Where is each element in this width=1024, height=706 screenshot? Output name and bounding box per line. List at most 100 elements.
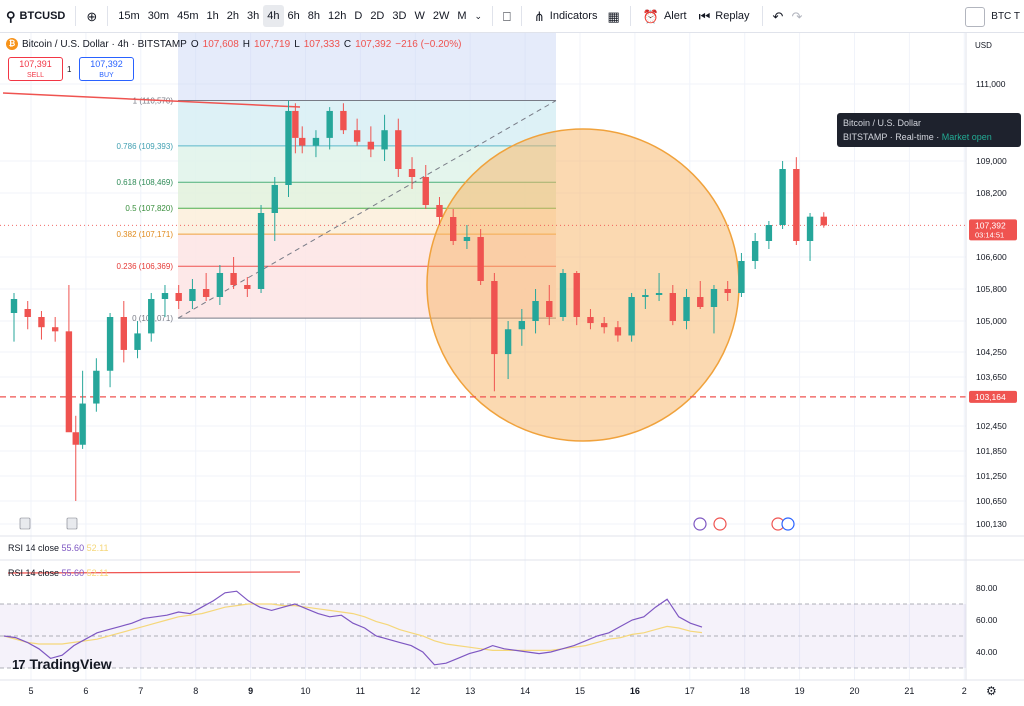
- interval-m[interactable]: M: [457, 10, 467, 22]
- interval-d[interactable]: D: [354, 10, 363, 22]
- time-tick-label: 13: [465, 686, 475, 696]
- chevron-down-icon: ⌄: [474, 10, 483, 21]
- rsi-tick-label: 40.00: [976, 647, 998, 657]
- event-marker-icon[interactable]: [66, 517, 78, 530]
- candle: [559, 269, 567, 321]
- candle-body: [161, 293, 169, 299]
- candle-body: [395, 130, 402, 169]
- candle-body: [312, 137, 320, 146]
- candle-body: [285, 110, 292, 185]
- candle: [793, 157, 800, 245]
- change-value: −216 (−0.20%): [395, 38, 462, 50]
- time-tick-label: 20: [849, 686, 859, 696]
- chart-canvas[interactable]: 1 (110,570) 0.786 (109,393) 0.618 (108,469…: [0, 33, 1024, 706]
- fib-anchor-line[interactable]: [177, 100, 557, 319]
- time-tick-label: 11: [356, 686, 365, 696]
- interval-1h[interactable]: 1h: [206, 10, 219, 22]
- buy-price: 107,392: [90, 59, 123, 69]
- undo-button[interactable]: ↶: [769, 5, 788, 27]
- candle-body: [806, 216, 814, 241]
- interval-8h[interactable]: 8h: [307, 10, 320, 22]
- time-tick-label: 6: [83, 686, 88, 696]
- redo-button[interactable]: ↷: [787, 5, 806, 27]
- price-tick-label: 105,000: [976, 316, 1007, 326]
- candle-body: [340, 110, 347, 131]
- candle-body: [710, 289, 718, 307]
- sell-button[interactable]: 107,391 SELL: [8, 57, 63, 81]
- highlight-circle[interactable]: [426, 128, 740, 442]
- rsi-legend[interactable]: RSI 14 close 55.60 52.11: [8, 568, 108, 578]
- currency-label: USD: [975, 41, 992, 50]
- redo-icon: ↷: [791, 8, 803, 24]
- compare-button[interactable]: ⊕: [82, 5, 101, 27]
- candle: [642, 289, 649, 309]
- tooltip-exchange: BITSTAMP: [843, 132, 888, 142]
- candle-body: [600, 323, 608, 328]
- candle: [395, 118, 402, 177]
- indicators-button[interactable]: ⋔ Indicators: [528, 5, 604, 27]
- interval-2w[interactable]: 2W: [432, 10, 450, 22]
- candle-body: [38, 317, 45, 328]
- fib-level-label: 0.236 (106,369): [117, 262, 174, 271]
- avatar[interactable]: [965, 6, 986, 27]
- chart-type-button[interactable]: ⎕: [499, 5, 515, 27]
- candle-body: [271, 185, 278, 213]
- candle: [340, 103, 347, 135]
- candle: [312, 130, 320, 158]
- candle: [463, 225, 471, 249]
- right-symbol-label: BTC T: [991, 11, 1020, 22]
- interval-2h[interactable]: 2h: [226, 10, 239, 22]
- candle: [72, 415, 79, 501]
- candle-body: [353, 130, 361, 142]
- interval-dropdown[interactable]: ⌄: [471, 5, 487, 27]
- interval-3h[interactable]: 3h: [247, 10, 260, 22]
- symbol-search-button[interactable]: ⚲ BTCUSD: [0, 5, 69, 27]
- symbol-label: BTCUSD: [19, 10, 66, 22]
- tradingview-logo[interactable]: 17 TradingView: [12, 656, 112, 672]
- alert-button[interactable]: ⏰ Alert: [637, 5, 693, 27]
- interval-2d[interactable]: 2D: [370, 10, 385, 22]
- replay-button[interactable]: ⏮ Replay: [693, 5, 756, 27]
- rsi-tick-label: 60.00: [976, 615, 998, 625]
- candle: [751, 233, 759, 269]
- fib-retracement[interactable]: 1 (110,570) 0.786 (109,393) 0.618 (108,469…: [117, 33, 557, 323]
- event-marker-icon[interactable]: [19, 517, 31, 530]
- economic-event-icon[interactable]: [693, 517, 707, 531]
- economic-event-icon[interactable]: [781, 517, 795, 531]
- low-value: 107,333: [303, 38, 340, 50]
- price-tick-label: 105,800: [976, 284, 1007, 294]
- interval-6h[interactable]: 6h: [287, 10, 300, 22]
- interval-12h[interactable]: 12h: [328, 10, 347, 22]
- event-markers[interactable]: [19, 517, 795, 531]
- legend-title[interactable]: Bitcoin / U.S. Dollar · 4h · BITSTAMP: [22, 38, 187, 50]
- candle: [710, 285, 718, 334]
- candle-body: [655, 293, 663, 295]
- buy-button[interactable]: 107,392 BUY: [79, 57, 134, 81]
- top-toolbar: ⚲ BTCUSD ⊕ 15m 30m 45m 1h 2h 3h 4h 6h 8h 12h D 2D 3D…: [0, 0, 1024, 33]
- interval-45m[interactable]: 45m: [177, 10, 199, 22]
- interval-4h[interactable]: 4h: [263, 5, 284, 27]
- price-tick-label: 104,250: [976, 347, 1007, 357]
- fib-top-zone: [178, 33, 556, 101]
- interval-w[interactable]: W: [414, 10, 425, 22]
- candle: [79, 370, 86, 449]
- rsi-trendline[interactable]: [7, 571, 301, 574]
- candle: [175, 285, 182, 309]
- gear-icon[interactable]: ⚙: [986, 684, 997, 698]
- fib-band: [178, 100, 556, 146]
- candle-body: [573, 273, 580, 317]
- price-tick-label: 108,200: [976, 188, 1007, 198]
- rsi-legend-collapsed[interactable]: RSI 14 close 55.60 52.11: [8, 543, 108, 553]
- trend-lines[interactable]: [0, 92, 966, 398]
- candle: [120, 301, 127, 363]
- templates-button[interactable]: ▦: [603, 5, 623, 27]
- economic-event-icon[interactable]: [713, 517, 727, 531]
- current-price-label: 107,392: [975, 220, 1006, 230]
- open-value: 107,608: [202, 38, 239, 50]
- interval-30m[interactable]: 30m: [147, 10, 170, 22]
- interval-15m[interactable]: 15m: [118, 10, 140, 22]
- interval-3d[interactable]: 3D: [392, 10, 407, 22]
- descending-trendline[interactable]: [2, 92, 301, 108]
- time-axis[interactable]: 5 6 7 8 9 10 11 12 13 14 15 16 17 18 19 20 21 2: [0, 679, 1024, 696]
- replay-label: Replay: [715, 10, 750, 22]
